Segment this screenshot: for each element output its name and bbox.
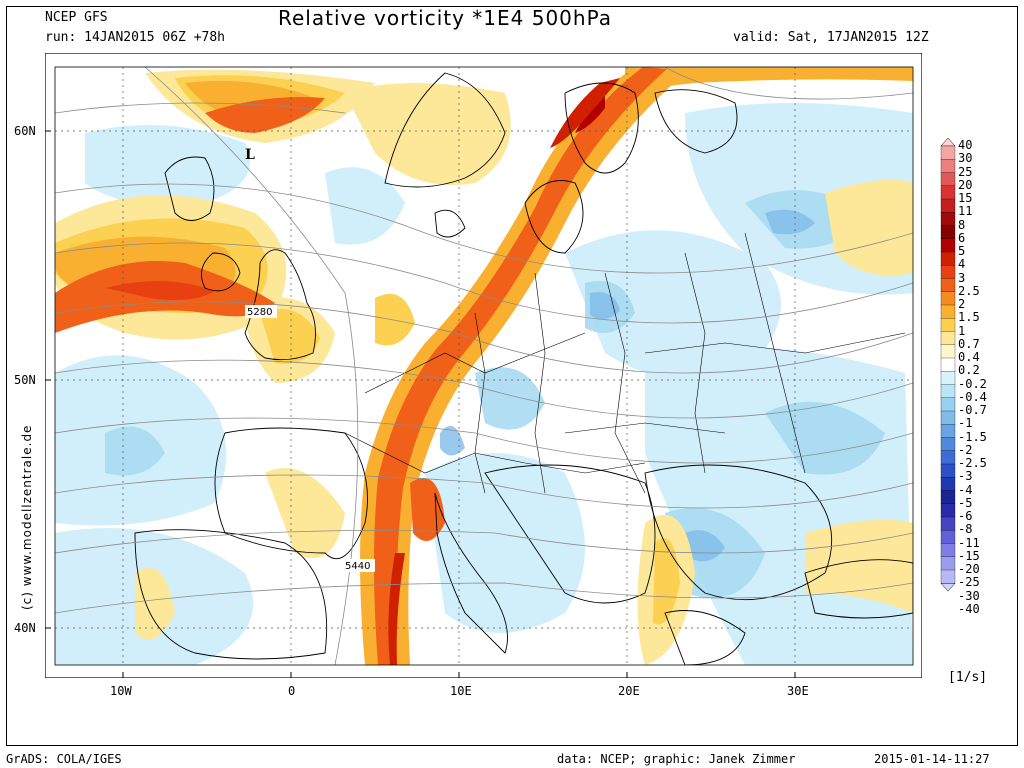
colorbar-level-label: 3	[958, 270, 966, 285]
colorbar-swatch	[940, 503, 956, 518]
colorbar-level-label: -30	[958, 588, 980, 603]
colorbar-swatch	[940, 145, 956, 160]
colorbar-level-label: -8	[958, 522, 973, 537]
colorbar-level-label: 15	[958, 191, 973, 205]
colorbar-level-label: -0.7	[958, 403, 987, 417]
colorbar-swatch	[940, 238, 956, 253]
colorbar-level-label: 30	[958, 151, 973, 166]
vorticity-field	[55, 67, 913, 665]
colorbar-swatch	[940, 318, 956, 332]
colorbar-swatch	[940, 304, 956, 319]
colorbar-swatch	[940, 397, 956, 412]
colorbar-level-label: 0.7	[958, 336, 980, 351]
colorbar-swatch	[940, 516, 956, 531]
colorbar-swatch	[940, 463, 956, 478]
colorbar-level-label: 6	[958, 230, 966, 245]
vorticity-map: 5280 5440 L	[45, 53, 922, 678]
lon-label-0: 0	[288, 684, 296, 698]
lat-label-40n: 40N	[14, 621, 36, 635]
colorbar-level-label: -6	[958, 509, 973, 523]
colorbar-level-label: 0.2	[958, 363, 980, 378]
height-contours	[55, 67, 913, 665]
contour-label-5440: 5440	[345, 561, 370, 572]
colorbar-level-label: 1.5	[958, 310, 980, 325]
colorbar-swatch	[940, 543, 956, 558]
colorbar-level-label: 0.4	[958, 350, 980, 364]
colorbar-level-label: 25	[958, 164, 973, 179]
colorbar-level-label: -11	[958, 535, 980, 550]
colorbar-swatch	[940, 212, 956, 226]
contour-label-5280: 5280	[247, 307, 272, 318]
colorbar-level-label: 2.5	[958, 283, 980, 298]
colorbar-swatch	[940, 384, 956, 399]
colorbar-level-label: -15	[958, 548, 980, 563]
model-name: NCEP GFS	[45, 10, 108, 25]
colorbar-swatch	[940, 291, 956, 306]
page-title: Relative vorticity *1E4 500hPa	[278, 6, 613, 30]
colorbar-swatch	[940, 556, 956, 571]
colorbar-swatch	[940, 437, 956, 452]
colorbar-swatch	[940, 477, 956, 491]
software-credit: GrADS: COLA/IGES	[6, 752, 122, 766]
colorbar-swatch	[940, 344, 956, 359]
colorbar-unit: [1/s]	[948, 670, 988, 685]
colorbar-level-label: -2.5	[958, 456, 987, 470]
colorbar-swatch	[940, 225, 956, 240]
colorbar-swatch	[940, 424, 956, 438]
colorbar-min-triangle	[940, 583, 956, 592]
colorbar-swatch	[940, 450, 956, 465]
colorbar-level-label: -3	[958, 469, 973, 484]
colorbar-level-label: -1	[958, 416, 973, 431]
colorbar-level-label: 1	[958, 323, 966, 338]
colorbar-swatch	[940, 278, 956, 293]
coastlines	[134, 72, 913, 665]
colorbar-level-label: 2	[958, 297, 966, 311]
lon-label-10e: 10E	[450, 684, 472, 698]
colorbar-swatch	[940, 265, 956, 279]
axis-ticks	[45, 130, 796, 678]
colorbar-level-label: -40	[958, 601, 980, 616]
colorbar-swatch	[940, 331, 956, 346]
colorbar-swatch	[940, 185, 956, 200]
colorbar-level-label: -5	[958, 495, 973, 510]
latlon-grid	[55, 67, 913, 665]
low-pressure-marker: L	[245, 147, 255, 163]
colorbar-level-label: 5	[958, 244, 966, 258]
colorbar-swatch	[940, 159, 956, 173]
colorbar-swatch	[940, 198, 956, 213]
colorbar-swatch	[940, 251, 956, 266]
colorbar-swatch	[940, 490, 956, 505]
data-credit: data: NCEP; graphic: Janek Zimmer	[557, 752, 796, 766]
colorbar-level-label: 20	[958, 177, 973, 192]
colorbar-level-label: -25	[958, 575, 980, 590]
figure-frame	[6, 6, 1018, 746]
lon-label-10w: 10W	[110, 684, 132, 698]
colorbar-swatch	[940, 569, 956, 584]
colorbar-swatch	[940, 410, 956, 425]
colorbar-level-label: -4	[958, 482, 973, 497]
lon-label-20e: 20E	[618, 684, 640, 698]
colorbar-swatch	[940, 371, 956, 385]
colorbar-level-label: -2	[958, 442, 973, 457]
colorbar-level-label: 8	[958, 217, 966, 232]
colorbar-max-triangle	[940, 138, 956, 147]
colorbar-swatch	[940, 357, 956, 372]
colorbar-level-label: -0.2	[958, 376, 987, 391]
lat-label-50n: 50N	[14, 373, 36, 387]
colorbar-level-label: 40	[958, 138, 973, 152]
colorbar	[940, 138, 956, 592]
lat-label-60n: 60N	[14, 124, 36, 138]
run-info: run: 14JAN2015 06Z +78h	[45, 30, 226, 45]
colorbar-swatch	[940, 530, 956, 544]
valid-time: valid: Sat, 17JAN2015 12Z	[733, 30, 929, 45]
colorbar-level-label: -1.5	[958, 429, 987, 444]
colorbar-level-label: -20	[958, 562, 980, 576]
colorbar-level-label: 4	[958, 257, 966, 272]
timestamp: 2015-01-14-11:27	[874, 752, 990, 766]
watermark: (c) www.modellzentrale.de	[20, 424, 34, 610]
lon-label-30e: 30E	[787, 684, 809, 698]
colorbar-level-label: 11	[958, 204, 973, 219]
colorbar-level-label: -0.4	[958, 389, 987, 404]
colorbar-swatch	[940, 172, 956, 187]
